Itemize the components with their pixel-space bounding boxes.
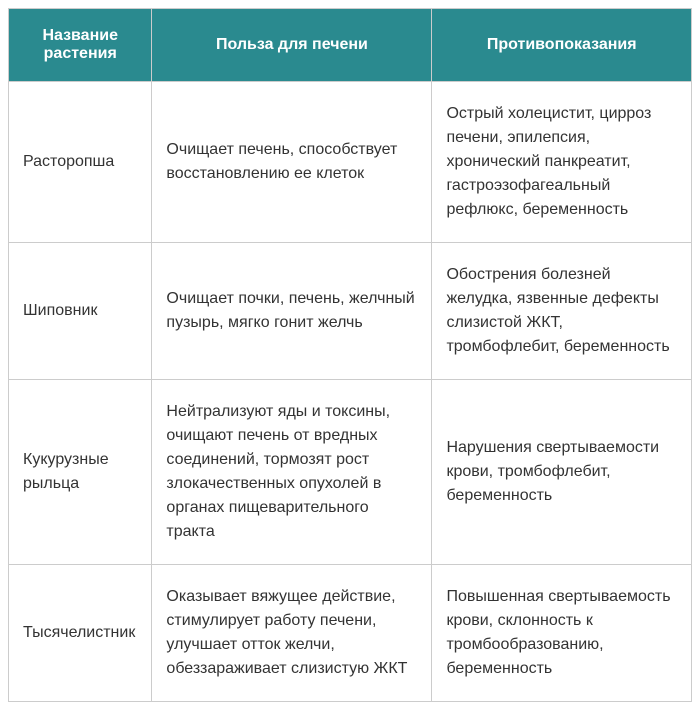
cell-benefit: Оказывает вяжущее действие, стимулирует … bbox=[152, 565, 432, 702]
cell-plant-name: Шиповник bbox=[9, 243, 152, 380]
cell-contra: Повышенная свертываемость крови, склонно… bbox=[432, 565, 692, 702]
table-row: Шиповник Очищает почки, печень, желчный … bbox=[9, 243, 692, 380]
cell-contra: Обострения болезней желудка, язвенные де… bbox=[432, 243, 692, 380]
cell-benefit: Очищает почки, печень, желчный пузырь, м… bbox=[152, 243, 432, 380]
table-row: Тысячелистник Оказывает вяжущее действие… bbox=[9, 565, 692, 702]
cell-plant-name: Тысячелистник bbox=[9, 565, 152, 702]
cell-contra: Острый холецистит, цирроз печени, эпилеп… bbox=[432, 82, 692, 243]
cell-benefit: Очищает печень, способствует восстановле… bbox=[152, 82, 432, 243]
table-row: Кукурузные рыльца Нейтрализуют яды и ток… bbox=[9, 380, 692, 565]
table-header-row: Название растения Польза для печени Прот… bbox=[9, 9, 692, 82]
table-row: Расторопша Очищает печень, способствует … bbox=[9, 82, 692, 243]
plants-table: Название растения Польза для печени Прот… bbox=[8, 8, 692, 702]
column-header-contra: Противопоказания bbox=[432, 9, 692, 82]
column-header-name: Название растения bbox=[9, 9, 152, 82]
cell-plant-name: Кукурузные рыльца bbox=[9, 380, 152, 565]
cell-benefit: Нейтрализуют яды и токсины, очищают пече… bbox=[152, 380, 432, 565]
column-header-benefit: Польза для печени bbox=[152, 9, 432, 82]
cell-plant-name: Расторопша bbox=[9, 82, 152, 243]
cell-contra: Нарушения свертываемости крови, тромбофл… bbox=[432, 380, 692, 565]
